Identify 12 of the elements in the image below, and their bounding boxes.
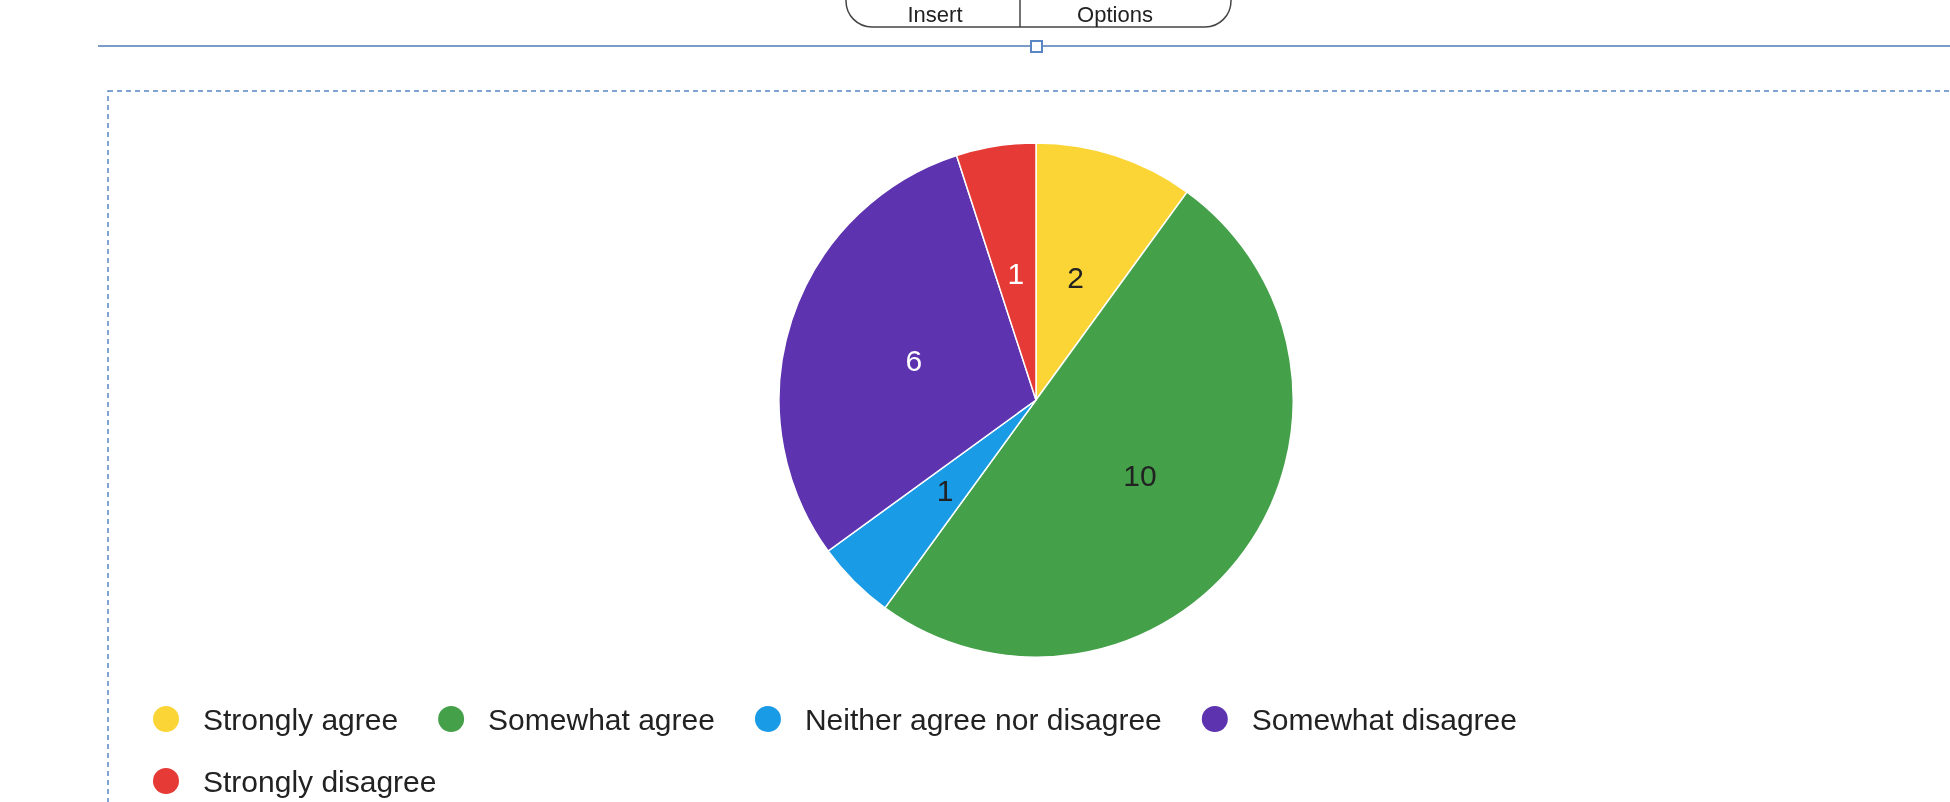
- legend-label: Somewhat agree: [488, 702, 715, 736]
- text: Insert: [907, 1, 963, 27]
- text: Options: [1077, 1, 1153, 27]
- data-label: 6: [905, 343, 923, 377]
- data-label: 10: [1123, 459, 1157, 493]
- data-label: 1: [936, 474, 954, 508]
- data-label: 1: [1007, 256, 1025, 290]
- legend-label: Neither agree nor disagree: [804, 702, 1162, 736]
- legend-label: Strongly agree: [203, 702, 399, 736]
- data-label: 2: [1067, 261, 1085, 295]
- legend-label: Strongly disagree: [203, 764, 437, 798]
- legend-label: Somewhat disagree: [1251, 702, 1517, 736]
